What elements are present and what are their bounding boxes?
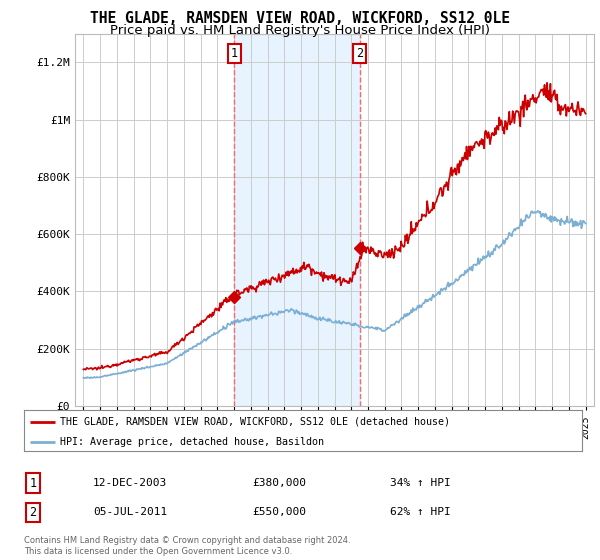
Text: 1: 1 bbox=[29, 477, 37, 490]
Text: Price paid vs. HM Land Registry's House Price Index (HPI): Price paid vs. HM Land Registry's House … bbox=[110, 24, 490, 36]
Text: £380,000: £380,000 bbox=[252, 478, 306, 488]
Text: Contains HM Land Registry data © Crown copyright and database right 2024.
This d: Contains HM Land Registry data © Crown c… bbox=[24, 536, 350, 556]
Text: THE GLADE, RAMSDEN VIEW ROAD, WICKFORD, SS12 0LE: THE GLADE, RAMSDEN VIEW ROAD, WICKFORD, … bbox=[90, 11, 510, 26]
Text: £550,000: £550,000 bbox=[252, 507, 306, 517]
Text: 1: 1 bbox=[230, 47, 238, 60]
Text: HPI: Average price, detached house, Basildon: HPI: Average price, detached house, Basi… bbox=[60, 437, 324, 447]
Text: 34% ↑ HPI: 34% ↑ HPI bbox=[390, 478, 451, 488]
Text: THE GLADE, RAMSDEN VIEW ROAD, WICKFORD, SS12 0LE (detached house): THE GLADE, RAMSDEN VIEW ROAD, WICKFORD, … bbox=[60, 417, 450, 427]
Text: 2: 2 bbox=[356, 47, 363, 60]
Text: 2: 2 bbox=[29, 506, 37, 519]
Bar bbox=[234, 34, 359, 406]
Text: 12-DEC-2003: 12-DEC-2003 bbox=[93, 478, 167, 488]
Text: 62% ↑ HPI: 62% ↑ HPI bbox=[390, 507, 451, 517]
Text: 05-JUL-2011: 05-JUL-2011 bbox=[93, 507, 167, 517]
